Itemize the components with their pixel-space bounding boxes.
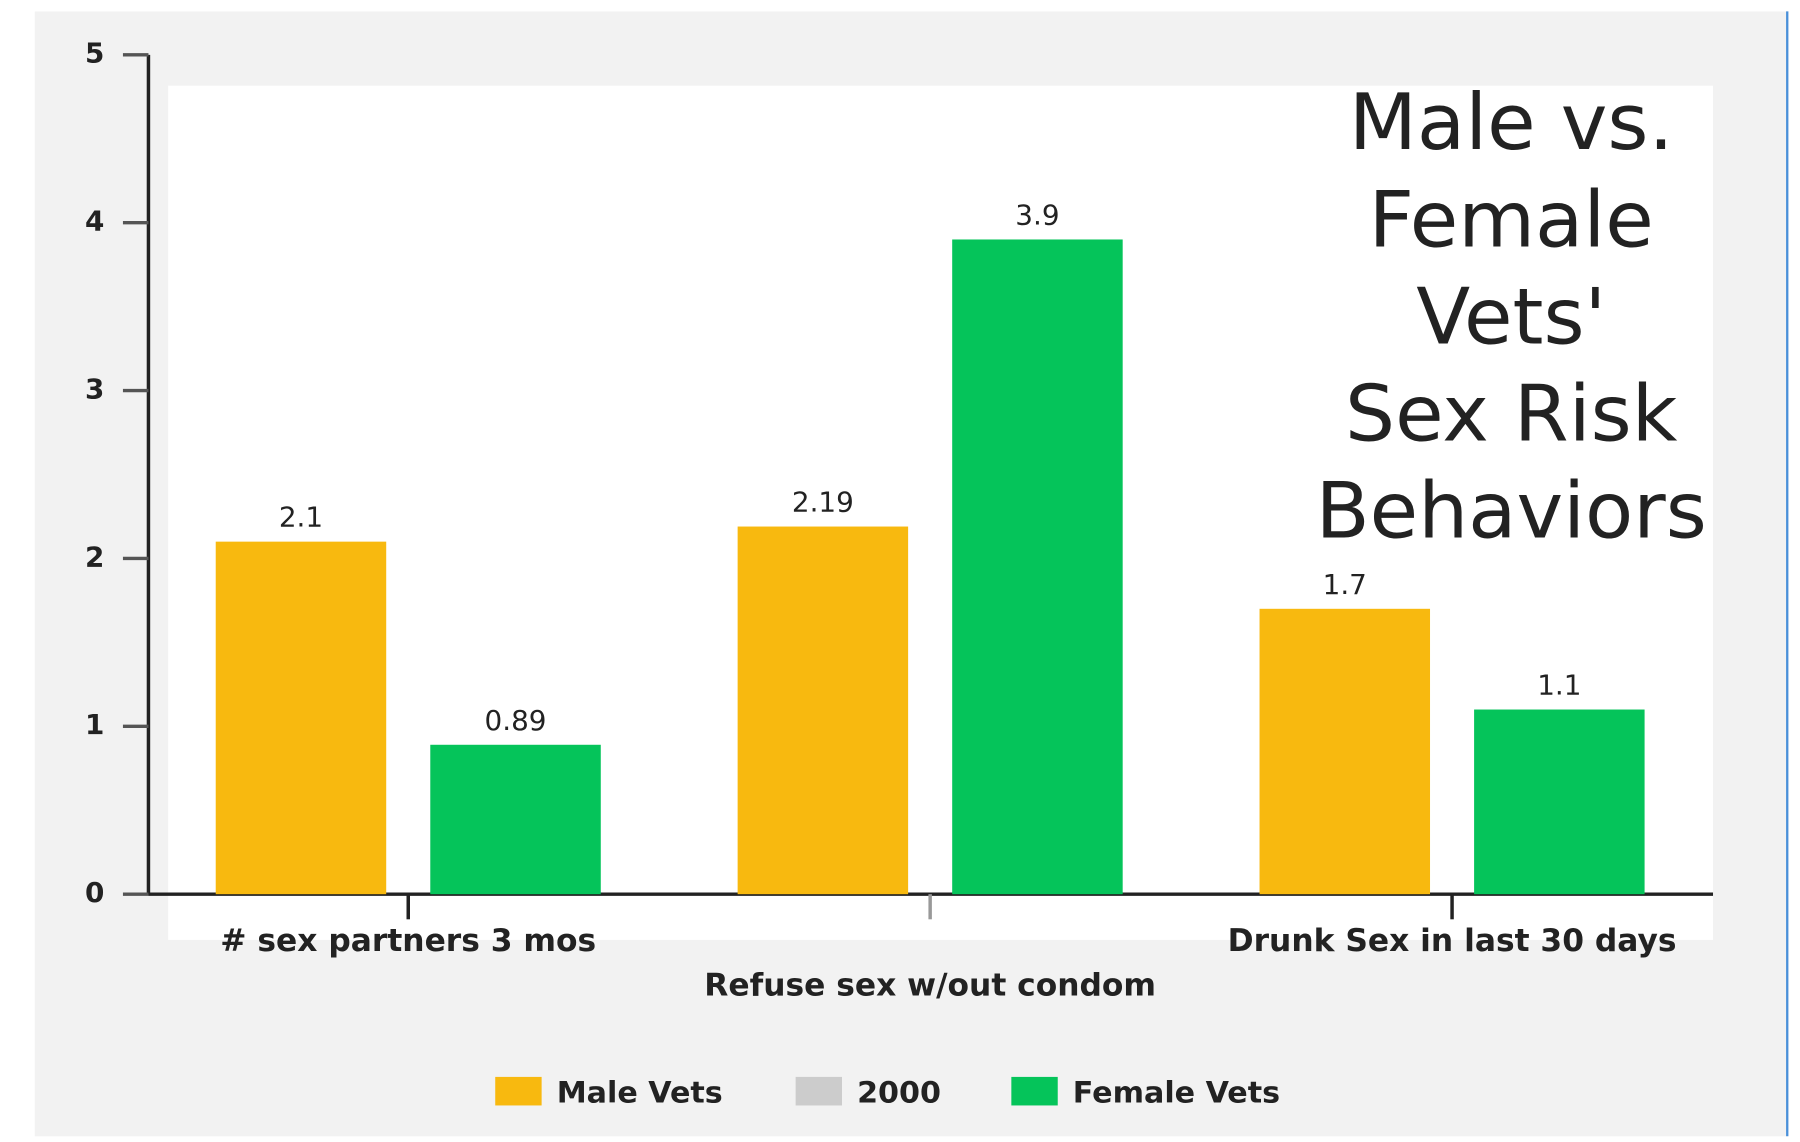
chart-title: Sex Risk xyxy=(1345,369,1678,459)
y-tick-label: 0 xyxy=(85,876,104,909)
chart-title: Vets' xyxy=(1416,272,1606,362)
plot-area xyxy=(168,85,1714,940)
data-label: 0.89 xyxy=(485,704,547,737)
legend-swatch xyxy=(795,1076,843,1106)
data-label: 3.9 xyxy=(1015,199,1059,232)
bar xyxy=(952,239,1123,895)
data-label: 2.19 xyxy=(792,486,854,519)
y-tick-label: 3 xyxy=(85,373,104,406)
chart-title: Male vs. xyxy=(1349,78,1674,168)
y-tick-label: 1 xyxy=(85,708,104,741)
y-tick-label: 5 xyxy=(85,37,104,70)
legend-label: Male Vets xyxy=(557,1076,723,1111)
bar xyxy=(737,526,909,895)
legend-label: 2000 xyxy=(857,1076,941,1111)
bar xyxy=(1474,709,1645,895)
bar xyxy=(1259,608,1431,895)
bar xyxy=(215,541,387,895)
data-label: 1.1 xyxy=(1537,669,1581,702)
chart-title: Female xyxy=(1369,175,1654,265)
legend-swatch xyxy=(1011,1076,1058,1106)
x-tick-label: Refuse sex w/out condom xyxy=(704,968,1156,1004)
legend-swatch xyxy=(495,1076,542,1106)
data-label: 1.7 xyxy=(1323,568,1367,601)
y-tick-label: 2 xyxy=(85,541,104,574)
x-tick-label: Drunk Sex in last 30 days xyxy=(1228,923,1677,959)
x-tick-label: # sex partners 3 mos xyxy=(220,923,596,959)
y-tick-label: 4 xyxy=(85,205,104,238)
legend-label: Female Vets xyxy=(1073,1076,1280,1111)
bar xyxy=(430,744,601,895)
chart-title: Behaviors xyxy=(1316,466,1707,556)
data-label: 2.1 xyxy=(279,501,323,534)
